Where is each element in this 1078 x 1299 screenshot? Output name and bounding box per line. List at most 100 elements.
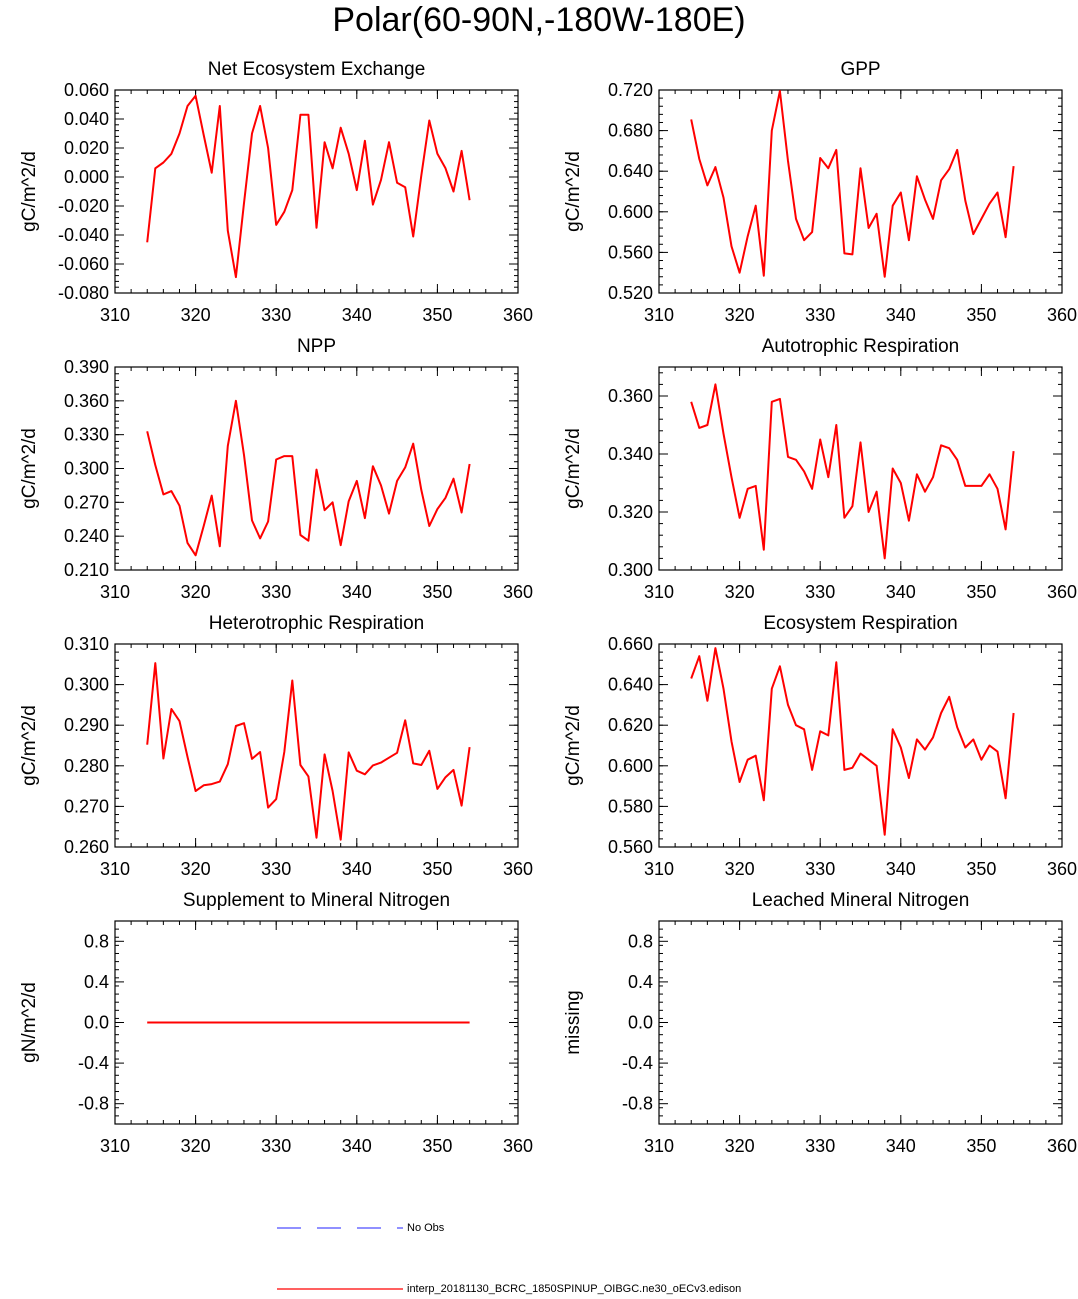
chart-title: Leached Mineral Nitrogen xyxy=(752,890,970,911)
x-tick-label: 350 xyxy=(966,582,996,602)
y-tick-label: 0.640 xyxy=(608,675,653,695)
y-tick-label: 0.330 xyxy=(64,425,109,445)
y-tick-label: -0.040 xyxy=(58,225,109,245)
plot-frame xyxy=(658,89,1063,294)
y-tick-label: 0.290 xyxy=(64,715,109,735)
legend-obs-swatch xyxy=(277,1227,403,1229)
y-tick-label: 0.360 xyxy=(608,386,653,406)
page-title: Polar(60-90N,-180W-180E) xyxy=(332,1,746,39)
chart-panel-1: 310 320 330 340 350 360 -0.080 -0.060 -0.040 -0.0… xyxy=(19,59,533,325)
x-tick-label: 360 xyxy=(1047,859,1077,879)
series-line xyxy=(690,90,1015,278)
y-tick-label: 0.0 xyxy=(628,1013,653,1033)
plot-frame xyxy=(114,643,519,848)
y-tick-label: 0.640 xyxy=(608,161,653,181)
x-tick-label: 320 xyxy=(725,305,755,325)
y-axis-label: missing xyxy=(563,990,584,1054)
y-tick-label: 0.340 xyxy=(608,444,653,464)
y-tick-label: 0.240 xyxy=(64,526,109,546)
y-axis-label: gC/m^2/d xyxy=(563,151,584,232)
x-tick-label: 350 xyxy=(422,859,452,879)
y-tick-label: -0.4 xyxy=(78,1053,109,1073)
x-tick-label: 360 xyxy=(503,582,533,602)
series-line xyxy=(146,662,471,841)
x-tick-label: 350 xyxy=(422,305,452,325)
x-tick-label: 310 xyxy=(644,859,674,879)
x-tick-label: 320 xyxy=(181,305,211,325)
y-axis-label: gC/m^2/d xyxy=(19,428,40,509)
chart-panel-2: 310 320 330 340 350 360 0.520 0.560 0.600 0.640 0.… xyxy=(563,59,1077,325)
x-tick-label: 320 xyxy=(181,1136,211,1156)
plot-frame xyxy=(658,643,1063,848)
x-tick-label: 350 xyxy=(966,305,996,325)
chart-panel-6: 310 320 330 340 350 360 0.560 0.580 0.600 0.620 0.… xyxy=(563,613,1077,879)
chart-title: Heterotrophic Respiration xyxy=(209,613,424,634)
chart-title: GPP xyxy=(840,59,880,80)
series-line xyxy=(146,399,471,557)
x-tick-label: 310 xyxy=(100,1136,130,1156)
x-tick-label: 320 xyxy=(725,582,755,602)
x-tick-label: 320 xyxy=(181,859,211,879)
x-tick-label: 310 xyxy=(100,582,130,602)
y-tick-label: 0.040 xyxy=(64,109,109,129)
x-tick-label: 330 xyxy=(261,305,291,325)
y-tick-label: 0.300 xyxy=(64,675,109,695)
y-axis-label: gN/m^2/d xyxy=(19,982,40,1063)
x-tick-label: 340 xyxy=(886,1136,916,1156)
y-tick-label: 0.520 xyxy=(608,283,653,303)
y-tick-label: 0.280 xyxy=(64,756,109,776)
x-tick-label: 310 xyxy=(100,305,130,325)
y-tick-label: 0.4 xyxy=(628,972,653,992)
y-axis-label: gC/m^2/d xyxy=(563,428,584,509)
x-tick-label: 340 xyxy=(886,582,916,602)
legend-obs-label: No Obs xyxy=(407,1222,445,1234)
y-tick-label: -0.8 xyxy=(78,1094,109,1114)
x-tick-label: 320 xyxy=(725,859,755,879)
chart-title: Autotrophic Respiration xyxy=(762,336,960,357)
y-tick-label: -0.020 xyxy=(58,196,109,216)
x-tick-label: 340 xyxy=(342,859,372,879)
y-tick-label: 0.060 xyxy=(64,80,109,100)
chart-panel-8: 310 320 330 340 350 360 -0.8 -0.4 0.0 0.4 0.8 Leach… xyxy=(563,890,1077,1156)
chart-title: Net Ecosystem Exchange xyxy=(208,59,426,80)
y-tick-label: 0.300 xyxy=(64,459,109,479)
y-tick-label: 0.680 xyxy=(608,121,653,141)
chart-title: NPP xyxy=(297,336,336,357)
x-tick-label: 310 xyxy=(644,305,674,325)
plot-frame xyxy=(114,89,519,294)
chart-title: Supplement to Mineral Nitrogen xyxy=(183,890,450,911)
y-tick-label: 0.310 xyxy=(64,634,109,654)
y-tick-label: 0.600 xyxy=(608,756,653,776)
x-tick-label: 360 xyxy=(503,859,533,879)
y-tick-label: 0.600 xyxy=(608,202,653,222)
y-tick-label: 0.0 xyxy=(84,1013,109,1033)
x-tick-label: 360 xyxy=(503,1136,533,1156)
figure: 310 320 330 340 350 360 -0.080 -0.060 -0.040 -0.0… xyxy=(19,59,1077,1156)
x-tick-label: 350 xyxy=(966,1136,996,1156)
x-tick-label: 310 xyxy=(100,859,130,879)
chart-panel-3: 310 320 330 340 350 360 0.210 0.240 0.270 0.300 0.… xyxy=(19,336,533,602)
y-tick-label: 0.720 xyxy=(608,80,653,100)
y-tick-label: 0.560 xyxy=(608,837,653,857)
x-tick-label: 340 xyxy=(886,859,916,879)
y-tick-label: 0.390 xyxy=(64,357,109,377)
x-tick-label: 330 xyxy=(261,859,291,879)
y-tick-label: 0.8 xyxy=(628,931,653,951)
plot-frame xyxy=(114,366,519,571)
chart-title: Ecosystem Respiration xyxy=(763,613,957,634)
x-tick-label: 330 xyxy=(805,582,835,602)
x-tick-label: 330 xyxy=(805,1136,835,1156)
legend-model-label: interp_20181130_BCRC_1850SPINUP_OIBGC.ne… xyxy=(407,1283,742,1295)
y-tick-label: 0.620 xyxy=(608,715,653,735)
y-tick-label: -0.8 xyxy=(622,1094,653,1114)
chart-panel-4: 310 320 330 340 350 360 0.300 0.320 0.340 0.360 Au… xyxy=(563,336,1077,602)
x-tick-label: 330 xyxy=(805,859,835,879)
y-tick-label: -0.4 xyxy=(622,1053,653,1073)
x-tick-label: 360 xyxy=(503,305,533,325)
x-tick-label: 360 xyxy=(1047,305,1077,325)
series-line xyxy=(690,383,1015,560)
y-tick-label: 0.270 xyxy=(64,796,109,816)
y-axis-label: gC/m^2/d xyxy=(563,705,584,786)
x-tick-label: 360 xyxy=(1047,1136,1077,1156)
x-tick-label: 340 xyxy=(342,305,372,325)
